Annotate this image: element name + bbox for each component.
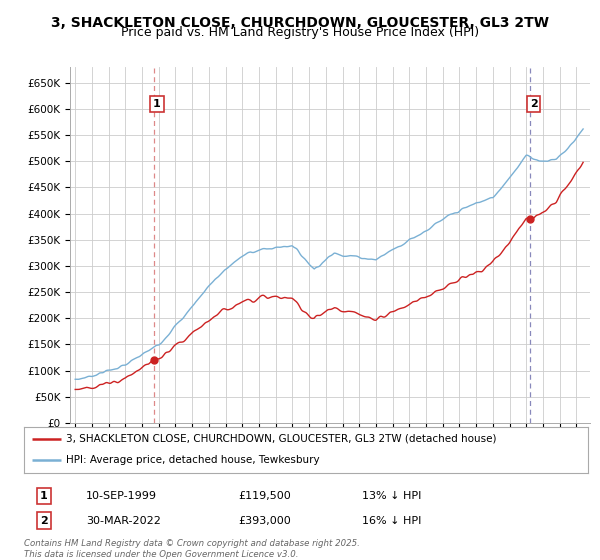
Text: 30-MAR-2022: 30-MAR-2022: [86, 516, 161, 525]
Text: 2: 2: [530, 99, 538, 109]
Text: 2: 2: [40, 516, 47, 525]
Text: 10-SEP-1999: 10-SEP-1999: [86, 491, 157, 501]
Text: 1: 1: [153, 99, 161, 109]
Text: Contains HM Land Registry data © Crown copyright and database right 2025.
This d: Contains HM Land Registry data © Crown c…: [24, 539, 360, 559]
Text: Price paid vs. HM Land Registry's House Price Index (HPI): Price paid vs. HM Land Registry's House …: [121, 26, 479, 39]
Text: 1: 1: [40, 491, 47, 501]
Text: 3, SHACKLETON CLOSE, CHURCHDOWN, GLOUCESTER, GL3 2TW (detached house): 3, SHACKLETON CLOSE, CHURCHDOWN, GLOUCES…: [66, 434, 497, 444]
Text: £393,000: £393,000: [238, 516, 291, 525]
Text: HPI: Average price, detached house, Tewkesbury: HPI: Average price, detached house, Tewk…: [66, 455, 320, 465]
Text: £119,500: £119,500: [238, 491, 291, 501]
Text: 3, SHACKLETON CLOSE, CHURCHDOWN, GLOUCESTER, GL3 2TW: 3, SHACKLETON CLOSE, CHURCHDOWN, GLOUCES…: [51, 16, 549, 30]
Text: 16% ↓ HPI: 16% ↓ HPI: [362, 516, 422, 525]
Text: 13% ↓ HPI: 13% ↓ HPI: [362, 491, 422, 501]
